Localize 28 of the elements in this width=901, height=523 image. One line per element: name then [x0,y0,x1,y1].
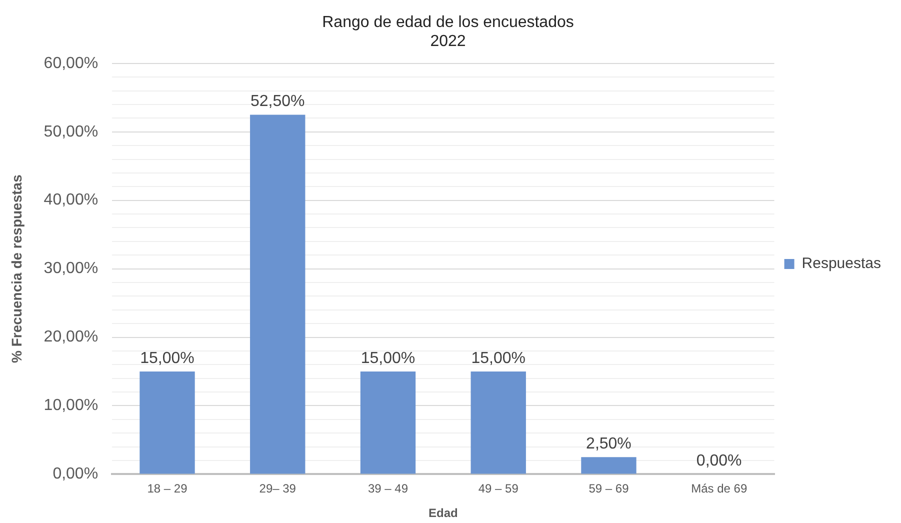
bar [250,114,306,474]
y-tick-label: 0,00% [52,466,98,483]
x-tick-label: 49 – 59 [478,482,519,496]
y-tick-label: 60,00% [44,54,98,72]
data-label: 2,50% [586,435,632,452]
data-label: 0,00% [696,452,742,470]
x-axis-title: Edad [428,506,458,520]
bar [470,372,526,474]
y-axis-title: % Frecuencia de respuestas [8,174,24,363]
y-tick-label: 10,00% [44,397,98,414]
chart-title: Rango de edad de los encuestados 2022 [322,14,574,50]
bar [140,372,195,474]
x-tick-label: Más de 69 [691,482,748,496]
y-tick-label: 50,00% [44,123,98,140]
y-tick-label: 20,00% [44,328,98,346]
y-tick-label: 40,00% [44,192,98,209]
data-label: 15,00% [360,350,416,367]
data-label: 15,00% [140,350,194,367]
x-tick-label: 39 – 49 [368,482,408,496]
data-label: 52,50% [250,93,305,110]
x-tick-label: 18 – 29 [147,482,188,496]
y-tick-label: 30,00% [44,260,98,278]
bar [360,372,416,474]
x-tick-label: 29– 39 [259,482,296,496]
x-tick-label: 59 – 69 [588,482,630,496]
bar [581,457,636,474]
data-label: 15,00% [471,350,526,367]
legend-label: Respuestas [802,255,882,272]
